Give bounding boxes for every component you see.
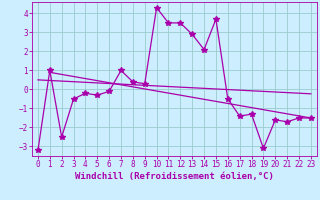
X-axis label: Windchill (Refroidissement éolien,°C): Windchill (Refroidissement éolien,°C) <box>75 172 274 181</box>
